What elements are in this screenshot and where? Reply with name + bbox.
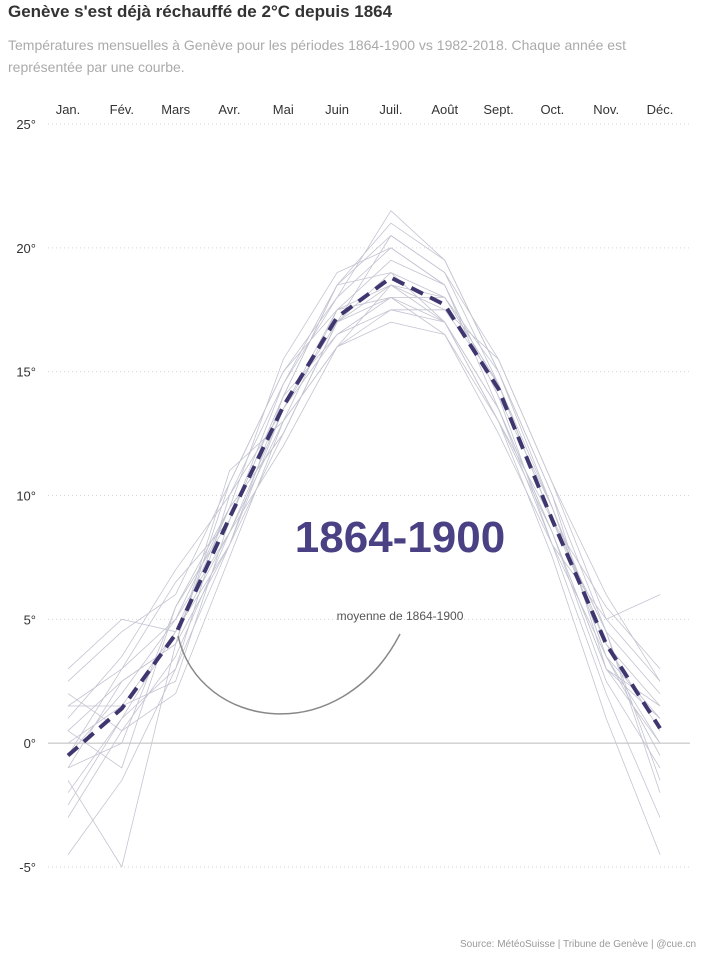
chart-title: Genève s'est déjà réchauffé de 2°C depui… (8, 2, 393, 21)
x-tick-label: Juil. (379, 102, 402, 117)
x-tick-label: Jan. (56, 102, 81, 117)
annotation-arrow (177, 633, 401, 715)
y-tick-label: 15° (16, 365, 36, 380)
y-tick-label: 5° (24, 612, 36, 627)
x-tick-label: Avr. (218, 102, 240, 117)
x-tick-label: Fév. (110, 102, 134, 117)
annual-series-line (67, 284, 661, 868)
annual-series-line (67, 296, 661, 769)
x-tick-label: Juin (325, 102, 349, 117)
y-axis-ticks: 25° 20° 15° 10° 5° 0° -5° (16, 117, 36, 875)
y-tick-label: 0° (24, 736, 36, 751)
annual-series-line (67, 247, 661, 756)
y-tick-label: -5° (19, 860, 36, 875)
mean-series-line (66, 275, 662, 758)
mean-annotation: moyenne de 1864-1900 (337, 609, 464, 623)
annual-series-line (67, 321, 661, 818)
annual-series-lines (67, 210, 661, 868)
y-tick-label: 25° (16, 117, 36, 132)
chart-subtitle: Températures mensuelles à Genève pour le… (8, 37, 626, 75)
x-tick-label: Nov. (593, 102, 619, 117)
source-credit: Source: MétéoSuisse | Tribune de Genève … (459, 939, 696, 950)
x-tick-label: Sept. (483, 102, 513, 117)
annual-series-line (67, 247, 661, 818)
y-tick-label: 20° (16, 241, 36, 256)
annual-series-line (67, 309, 661, 719)
x-tick-label: Mai (273, 102, 294, 117)
annual-series-line (67, 284, 661, 744)
period-label: 1864-1900 (295, 513, 505, 562)
annual-series-line (67, 222, 661, 793)
x-tick-label: Août (431, 102, 458, 117)
x-tick-label: Oct. (540, 102, 564, 117)
y-tick-label: 10° (16, 489, 36, 504)
x-axis-ticks: Jan. Fév. Mars Avr. Mai Juin Juil. Août Sept. Oct… (56, 102, 674, 117)
x-tick-label: Déc. (647, 102, 674, 117)
annual-series-line (67, 284, 661, 855)
grid-lines (48, 123, 690, 868)
x-tick-label: Mars (161, 102, 190, 117)
mean-series (66, 275, 662, 758)
